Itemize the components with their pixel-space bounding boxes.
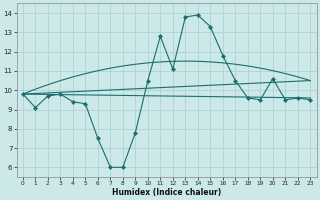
X-axis label: Humidex (Indice chaleur): Humidex (Indice chaleur): [112, 188, 221, 197]
